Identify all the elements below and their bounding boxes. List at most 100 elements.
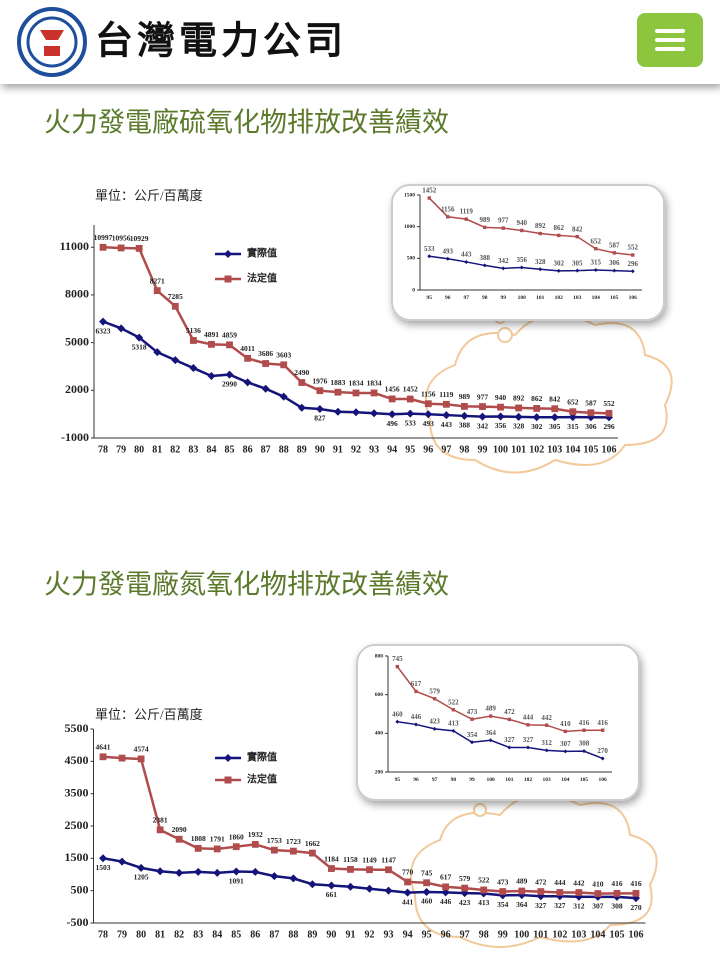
value-label: 413 <box>448 719 459 727</box>
value-label: 4011 <box>240 344 255 353</box>
marker <box>575 234 579 239</box>
value-label: 489 <box>516 877 528 886</box>
marker <box>385 866 392 874</box>
x-tick-label: 85 <box>225 444 235 455</box>
marker <box>370 389 378 397</box>
marker <box>99 243 107 251</box>
marker <box>519 265 524 270</box>
marker <box>496 412 505 421</box>
value-label: 842 <box>549 394 561 403</box>
value-label: 522 <box>448 698 459 706</box>
marker <box>280 361 288 369</box>
value-label: 940 <box>495 393 507 402</box>
value-label: 770 <box>402 868 414 877</box>
value-label: 302 <box>554 259 565 267</box>
value-label: 388 <box>480 254 491 262</box>
marker <box>507 745 512 750</box>
value-label: 2990 <box>222 379 237 388</box>
marker <box>99 753 107 761</box>
marker <box>632 889 640 897</box>
marker <box>563 729 568 734</box>
value-label: 342 <box>498 257 509 265</box>
marker <box>497 403 504 411</box>
x-tick-label: 103 <box>543 777 552 783</box>
x-tick-label: 100 <box>487 777 496 783</box>
x-tick-label: 100 <box>518 295 527 301</box>
marker <box>488 738 493 743</box>
marker <box>478 412 487 421</box>
marker <box>605 409 613 417</box>
marker <box>488 714 493 718</box>
x-tick-label: 85 <box>231 929 241 940</box>
marker <box>499 888 507 895</box>
value-label: 441 <box>402 897 414 906</box>
value-label: 315 <box>567 422 579 431</box>
x-tick-label: 88 <box>279 444 289 455</box>
value-label: 305 <box>549 422 561 431</box>
marker <box>533 405 541 412</box>
marker <box>171 356 180 365</box>
x-tick-label: 82 <box>170 444 180 455</box>
x-tick-label: 91 <box>345 929 355 940</box>
marker <box>189 337 197 344</box>
marker <box>424 410 433 419</box>
x-tick-label: 99 <box>477 444 487 455</box>
value-label: 473 <box>467 708 478 716</box>
x-tick-label: 104 <box>592 295 601 301</box>
marker <box>480 886 488 894</box>
legend-marker <box>224 776 232 784</box>
value-label: 2381 <box>153 816 168 825</box>
y-tick-label: 3500 <box>65 785 89 799</box>
y-tick-label: 1000 <box>404 224 415 230</box>
value-label: 460 <box>392 710 403 718</box>
x-tick-label: 87 <box>269 929 279 940</box>
y-tick-label: 500 <box>407 256 416 262</box>
marker <box>582 749 586 754</box>
unit-label: 單位：公斤/百萬度 <box>95 707 203 722</box>
x-tick-label: 103 <box>573 295 582 301</box>
value-label: 416 <box>611 879 623 888</box>
x-tick-label: 106 <box>628 929 643 940</box>
cloud <box>410 793 658 948</box>
marker <box>538 267 543 272</box>
x-tick-label: 99 <box>469 777 475 783</box>
value-label: 1808 <box>191 834 206 843</box>
value-label: 579 <box>429 687 440 695</box>
value-label: 1184 <box>324 854 339 863</box>
y-tick-label: 2500 <box>65 818 89 832</box>
value-label: 989 <box>480 216 491 224</box>
marker <box>593 268 598 273</box>
x-tick-label: 79 <box>116 444 126 455</box>
marker <box>289 874 298 883</box>
value-label: 892 <box>513 394 525 403</box>
x-tick-label: 106 <box>601 444 616 455</box>
value-label: 308 <box>611 902 623 911</box>
marker <box>461 402 468 410</box>
marker <box>556 268 561 273</box>
value-label: 1834 <box>349 379 364 388</box>
value-label: 413 <box>478 898 490 907</box>
value-label: 1976 <box>312 376 327 385</box>
value-label: 446 <box>440 897 452 906</box>
marker <box>244 354 251 362</box>
marker <box>538 231 542 236</box>
marker <box>446 215 450 219</box>
marker <box>427 254 432 259</box>
marker <box>327 881 336 890</box>
chart: -500 500 1500 2500 3500 4500 5500 78 79 80 81 82 83 8… <box>65 707 646 940</box>
value-label: 315 <box>591 259 602 267</box>
value-label: 977 <box>477 392 489 401</box>
marker <box>243 378 252 387</box>
value-label: 4574 <box>134 745 149 754</box>
value-label: 1119 <box>439 390 453 399</box>
x-tick-label: 102 <box>529 444 544 455</box>
x-tick-label: 81 <box>155 929 165 940</box>
value-label: 1156 <box>421 389 436 398</box>
x-tick-label: 94 <box>387 444 397 455</box>
marker <box>600 756 605 761</box>
y-tick-label: 400 <box>375 731 384 737</box>
marker <box>470 717 474 721</box>
marker <box>334 388 342 396</box>
marker <box>544 748 549 753</box>
value-label: 10956 <box>112 234 131 243</box>
